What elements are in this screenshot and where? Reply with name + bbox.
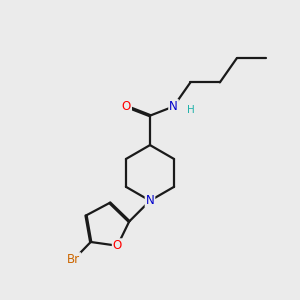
Text: O: O	[113, 239, 122, 252]
Text: O: O	[122, 100, 131, 113]
Text: N: N	[146, 194, 154, 207]
Text: N: N	[169, 100, 178, 113]
Text: Br: Br	[67, 253, 80, 266]
Text: H: H	[187, 105, 194, 116]
